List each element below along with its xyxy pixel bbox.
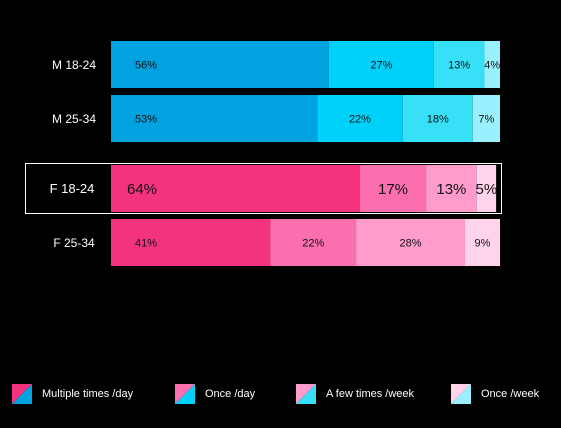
swatch-male-half	[175, 384, 195, 404]
data-label: 22%	[349, 114, 371, 126]
bar-segment	[111, 165, 360, 212]
legend-item-once-day: Once /day	[175, 384, 255, 404]
row-label: M 25-34	[52, 112, 96, 126]
highlight-frame	[25, 163, 502, 214]
swatch-male-half	[296, 384, 316, 404]
legend-label: Once /day	[205, 388, 256, 400]
data-label: 5%	[476, 181, 498, 198]
bar-segment	[426, 165, 477, 212]
data-label: 27%	[370, 60, 392, 72]
legend-item-once-week: Once /week	[451, 384, 539, 404]
bar-segment	[111, 95, 318, 142]
legend-item-multiple-times-day: Multiple times /day	[12, 384, 133, 404]
bar-segment	[402, 95, 473, 142]
data-label: 64%	[127, 181, 157, 198]
bar-segment	[464, 219, 500, 266]
legend-label: Multiple times /day	[42, 388, 134, 400]
bar-row: F 18-24 64% 17% 13% 5%	[25, 163, 502, 214]
bar-segment	[433, 41, 485, 88]
data-label: 28%	[400, 238, 422, 250]
data-label: 41%	[135, 238, 157, 250]
row-label: F 18-24	[50, 181, 95, 196]
data-label: 7%	[478, 114, 494, 126]
bar-segment	[476, 165, 497, 212]
data-label: 53%	[135, 114, 157, 126]
bar-segment	[270, 219, 357, 266]
data-label: 56%	[135, 60, 157, 72]
bar-row: M 25-34 53% 22% 18% 7%	[52, 95, 500, 142]
legend-item-few-times-week: A few times /week	[296, 384, 414, 404]
data-label: 22%	[302, 238, 324, 250]
swatch-male-half	[12, 384, 32, 404]
data-label: 18%	[427, 114, 449, 126]
bar-segment	[484, 41, 500, 88]
data-label: 13%	[448, 60, 470, 72]
data-label: 9%	[475, 238, 491, 250]
legend-swatch-icon	[451, 384, 471, 404]
bar-row: F 25-34 41% 22% 28% 9%	[53, 219, 500, 266]
bar-segment	[111, 41, 329, 88]
legend-swatch-icon	[175, 384, 195, 404]
legend-swatch-icon	[12, 384, 32, 404]
bar-segment	[359, 165, 427, 212]
legend-label: A few times /week	[326, 388, 415, 400]
bar-segment	[356, 219, 465, 266]
bar-segment	[472, 95, 500, 142]
swatch-male-half	[451, 384, 471, 404]
row-label: F 25-34	[53, 236, 95, 250]
bar-row: M 18-24 56% 27% 13% 4%	[52, 41, 500, 88]
bar-segment	[111, 219, 271, 266]
data-label: 4%	[484, 60, 500, 72]
chart-legend: Multiple times /day Once /day A few time…	[0, 384, 561, 424]
data-label: 17%	[378, 181, 408, 198]
bar-segment	[317, 95, 403, 142]
legend-label: Once /week	[481, 388, 540, 400]
legend-swatch-icon	[296, 384, 316, 404]
data-label: 13%	[436, 181, 466, 198]
row-label: M 18-24	[52, 58, 96, 72]
bar-segment	[328, 41, 434, 88]
